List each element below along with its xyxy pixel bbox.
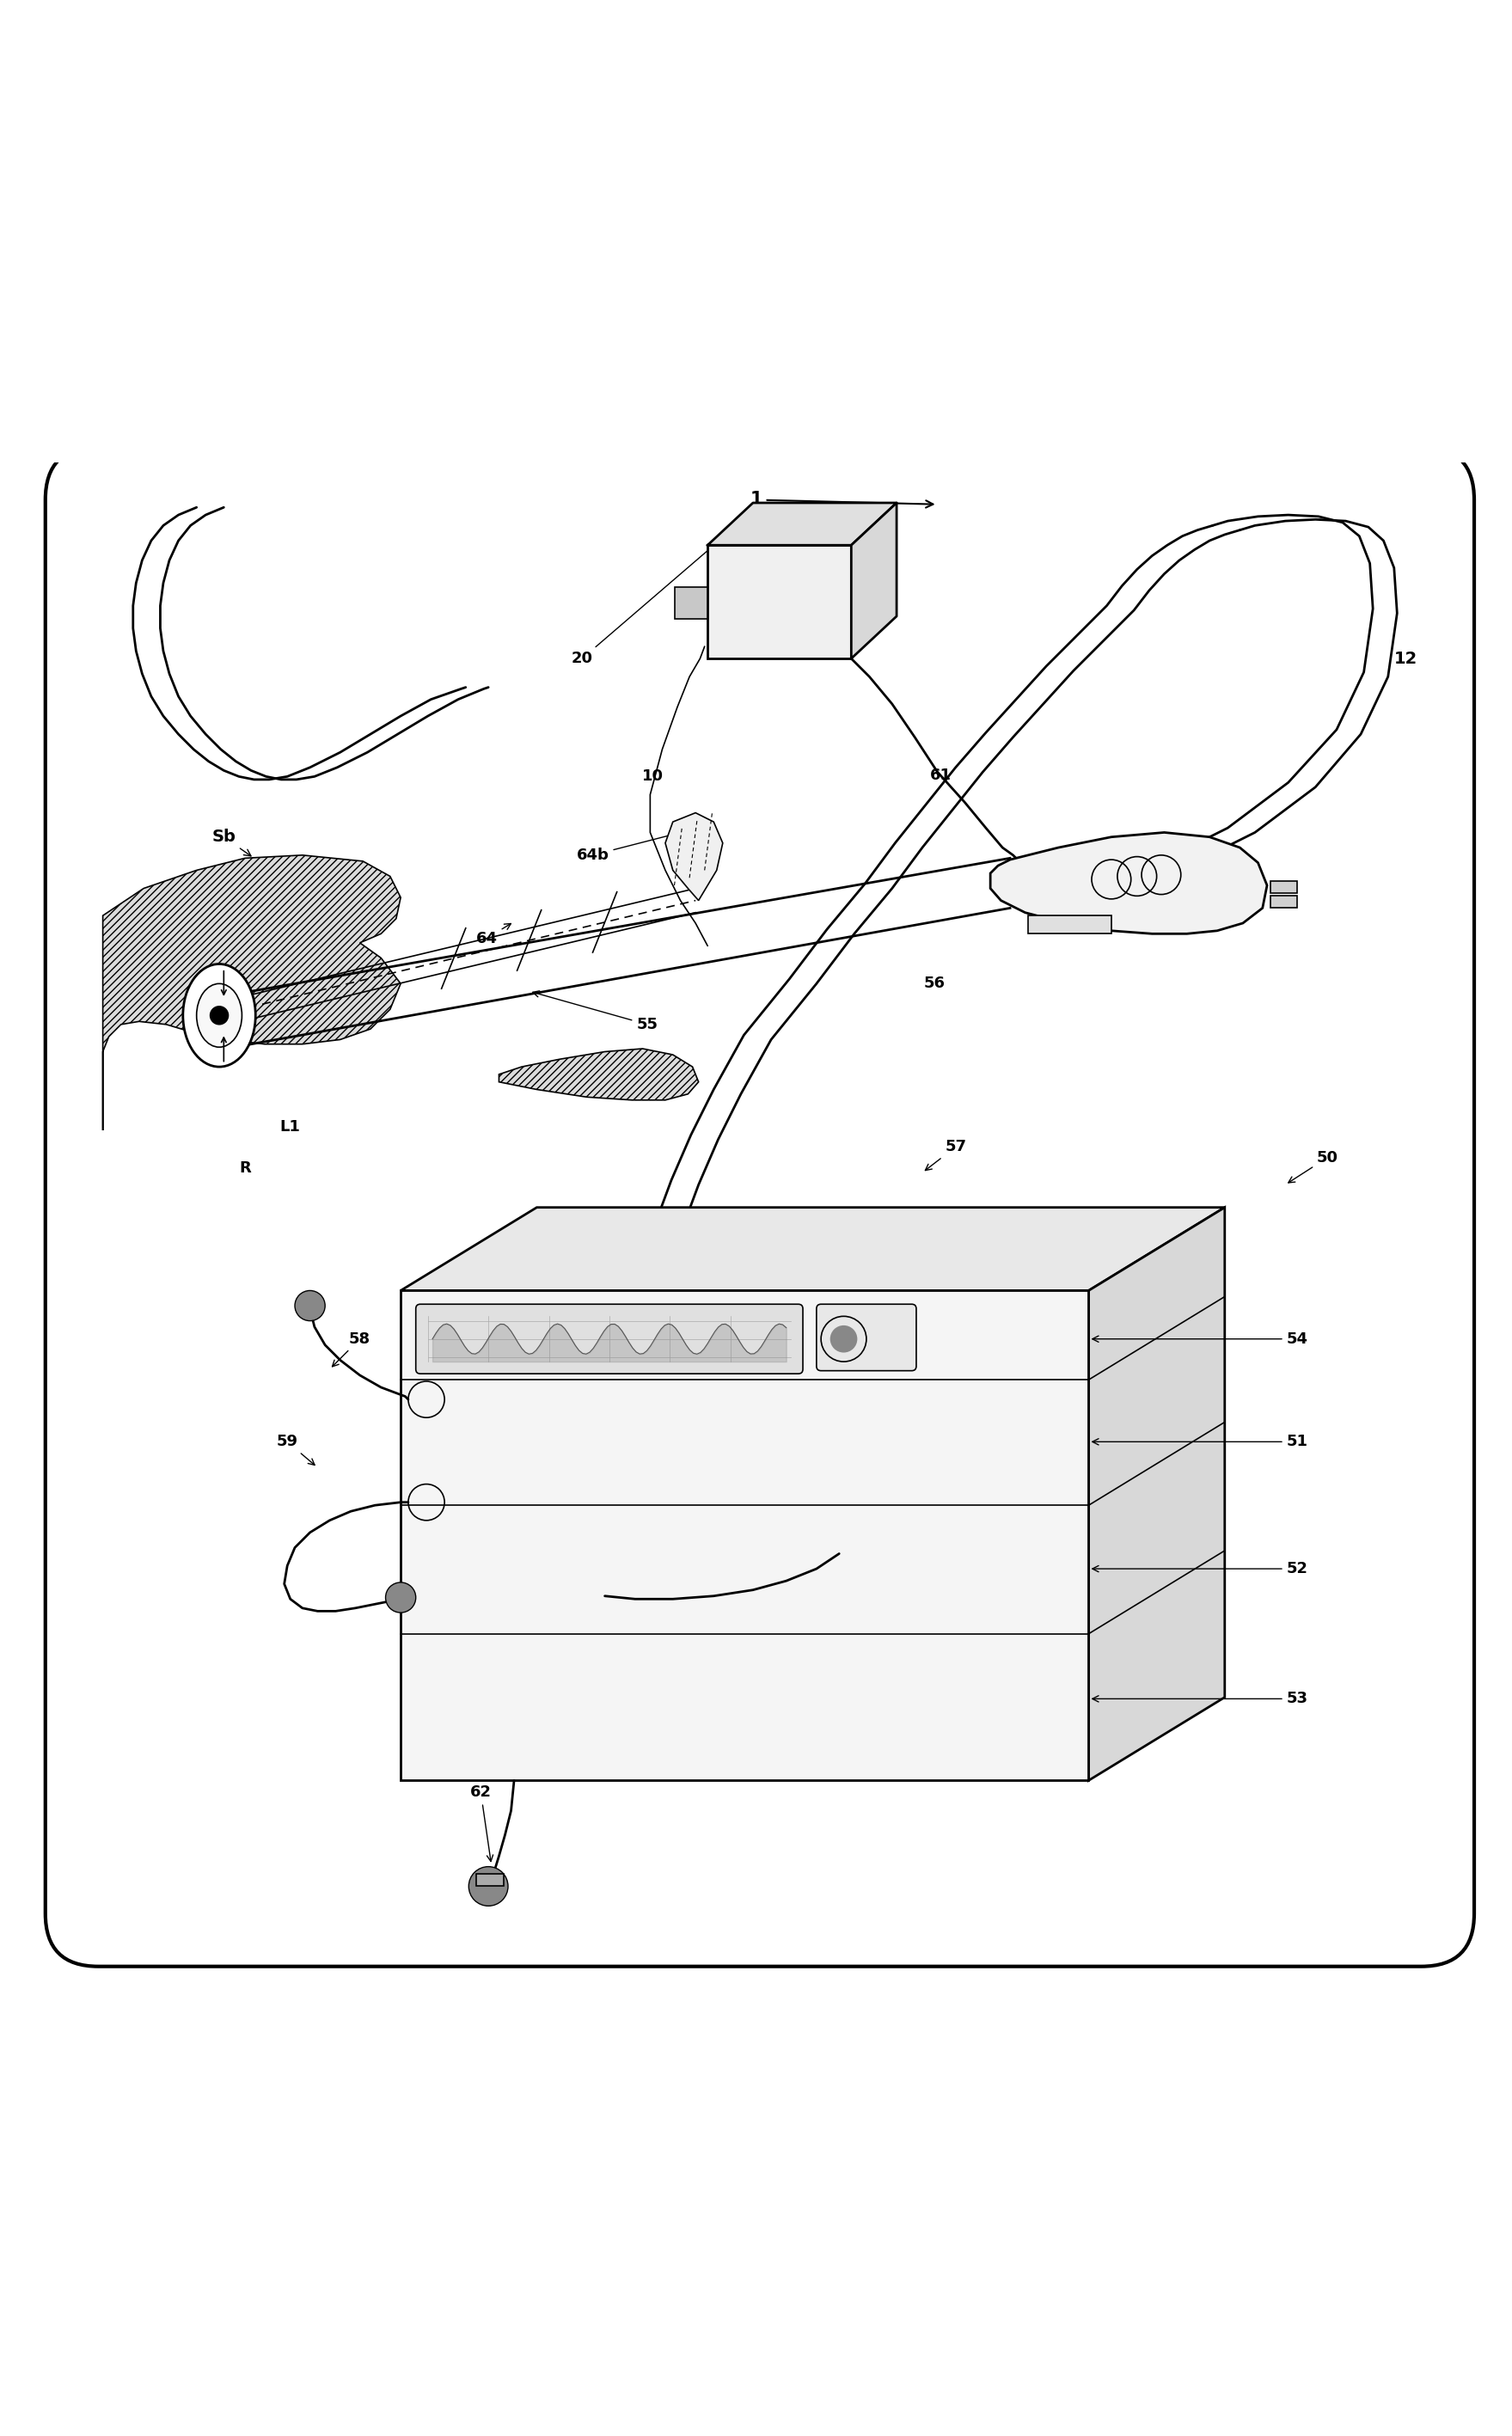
Text: 64: 64	[476, 923, 511, 945]
Text: 56: 56	[924, 977, 945, 991]
Text: 20: 20	[572, 541, 720, 667]
Circle shape	[386, 1583, 416, 1613]
FancyBboxPatch shape	[816, 1303, 916, 1371]
Circle shape	[830, 1325, 857, 1352]
Circle shape	[210, 1006, 228, 1026]
Text: 10: 10	[643, 770, 664, 784]
Bar	[708, 546, 851, 658]
Polygon shape	[708, 502, 897, 546]
Circle shape	[295, 1291, 325, 1320]
Polygon shape	[499, 1047, 699, 1101]
Text: 53: 53	[1092, 1691, 1308, 1708]
Text: 59: 59	[277, 1435, 314, 1464]
Text: 12: 12	[1394, 650, 1418, 667]
Text: 50: 50	[1288, 1150, 1338, 1184]
Text: 62: 62	[470, 1786, 493, 1861]
Text: 54: 54	[1092, 1330, 1308, 1347]
FancyBboxPatch shape	[416, 1303, 803, 1374]
Ellipse shape	[183, 965, 256, 1067]
Text: 64b: 64b	[576, 828, 696, 862]
Ellipse shape	[197, 984, 242, 1047]
Text: R: R	[239, 1160, 251, 1177]
Text: L1: L1	[280, 1121, 301, 1135]
Text: 64a: 64a	[207, 994, 240, 1018]
Text: 60: 60	[612, 1510, 634, 1574]
Text: 1: 1	[750, 492, 933, 509]
Polygon shape	[851, 502, 897, 658]
Bar	[476, 1873, 503, 1885]
Circle shape	[469, 1866, 508, 1905]
Text: 57: 57	[925, 1140, 966, 1169]
Bar	[1028, 916, 1111, 933]
Text: 55: 55	[532, 991, 658, 1033]
Text: 61: 61	[930, 767, 951, 782]
Bar	[674, 587, 708, 619]
Text: 51: 51	[1092, 1435, 1308, 1449]
Text: 52: 52	[1092, 1561, 1308, 1576]
Polygon shape	[401, 1291, 1089, 1781]
Polygon shape	[401, 1208, 1225, 1291]
Polygon shape	[665, 814, 723, 901]
Bar	[1270, 882, 1297, 894]
Polygon shape	[103, 855, 401, 1130]
Bar	[1270, 896, 1297, 909]
Text: Sb: Sb	[212, 828, 251, 855]
Text: 58: 58	[333, 1330, 370, 1367]
Polygon shape	[990, 833, 1267, 933]
Polygon shape	[1089, 1208, 1225, 1781]
